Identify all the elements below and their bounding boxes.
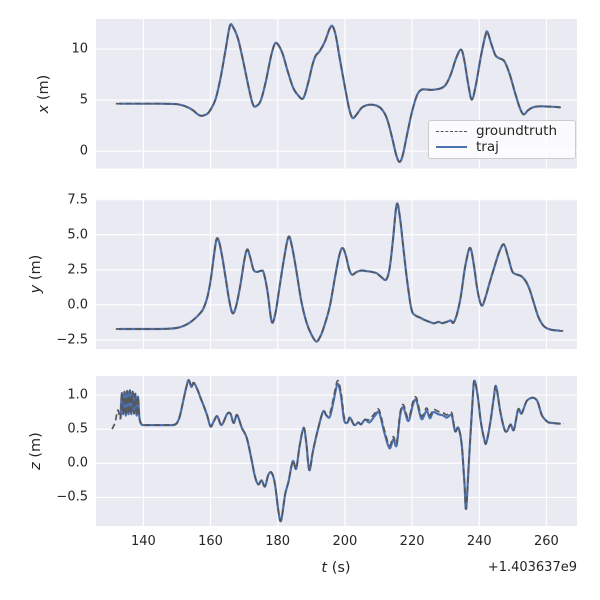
y-tick-label: 0.0 [67,297,88,313]
y-tick-label: 0 [79,143,88,159]
groundtruth-line-y [115,202,564,343]
ylabel-y-var: y [27,284,44,294]
y-tick-label: 1.0 [67,387,88,403]
groundtruth-line-swatch [436,131,467,133]
y-tick-label: 7.5 [67,192,88,208]
legend-entry-groundtruth: groundtruth [436,124,569,140]
legend-label-groundtruth: groundtruth [476,123,558,139]
legend: groundtruth traj [428,120,576,159]
y-tick-label: −2.5 [56,332,88,348]
x-tick-label: 180 [265,534,291,549]
traj-line-swatch [436,146,467,149]
y-tick-label: −0.5 [56,489,88,505]
x-tick-label: 260 [533,534,559,549]
xlabel-var: t [321,560,328,576]
xlabel-unit: (s) [327,560,351,576]
x-tick-label: 200 [332,534,358,549]
xlabel: t (s) [321,561,350,576]
y-tick-label: 2.5 [67,262,88,278]
axes-background-z [96,376,577,526]
groundtruth-line-x [115,23,564,163]
x-tick-label: 160 [198,534,223,549]
traj-line-z [119,379,561,523]
x-tick-label: 140 [130,534,156,549]
y-tick-label: 5.0 [67,227,88,243]
y-tick-label: 5 [79,92,88,108]
y-tick-label: 0.0 [67,455,88,471]
x-tick-label: 240 [466,534,492,549]
axis-offset-text: +1.403637e9 [487,560,577,575]
groundtruth-line-z [111,379,564,522]
y-tick-label: 10 [71,41,88,57]
x-tick-label: 220 [399,534,425,549]
y-tick-label: 0.5 [67,421,88,437]
legend-entry-traj: traj [436,140,569,156]
legend-label-traj: traj [476,138,499,155]
